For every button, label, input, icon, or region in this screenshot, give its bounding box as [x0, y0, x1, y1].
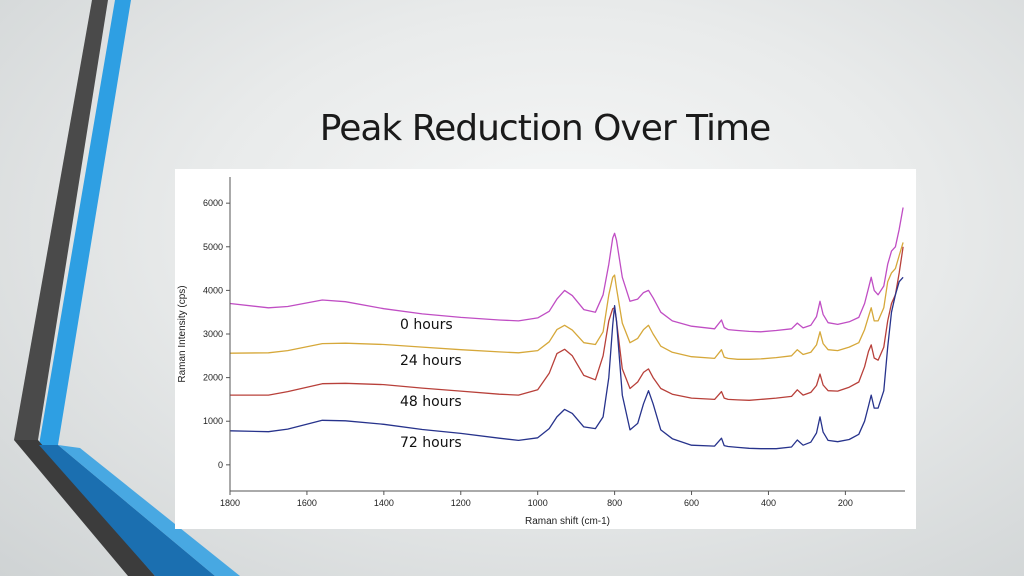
lower-blue-band [39, 445, 215, 576]
series-line-48-hours [230, 246, 904, 401]
x-tick-label-600: 600 [684, 498, 699, 508]
lower-dark-stripe [14, 440, 155, 576]
chart-container: 0 1000 2000 3000 4000 5000 6000 1800 1600 1400 120… [175, 169, 916, 529]
y-axis-label: Raman Intensity (cps) [177, 285, 188, 382]
y-tick-label-2000: 2000 [203, 373, 223, 383]
series-label-24-hours: 24 hours [400, 353, 462, 369]
series-line-72-hours [229, 276, 904, 450]
series-label-48-hours: 48 hours [400, 394, 462, 410]
x-axis-label: Raman shift (cm-1) [525, 516, 610, 527]
y-tick-label-4000: 4000 [203, 285, 223, 295]
y-tick-label-1000: 1000 [203, 416, 223, 426]
raman-chart: 0 1000 2000 3000 4000 5000 6000 1800 1600 1400 120… [177, 177, 905, 527]
series-label-72-hours: 72 hours [400, 435, 462, 451]
y-tick-label-6000: 6000 [203, 198, 223, 208]
tick-layer: 0 1000 2000 3000 4000 5000 6000 1800 1600 1400 120… [203, 198, 853, 508]
series-line-0-hours [229, 207, 904, 333]
lower-light-blue-band [58, 445, 240, 576]
series-label-0-hours: 0 hours [400, 317, 453, 333]
x-tick-label-1400: 1400 [374, 498, 394, 508]
slide-title: Peak Reduction Over Time [319, 108, 771, 149]
series-layer [229, 207, 904, 450]
y-tick-label-5000: 5000 [203, 242, 223, 252]
x-tick-label-200: 200 [838, 498, 853, 508]
series-label-layer: 0 hours 24 hours 48 hours 72 hours [400, 317, 462, 451]
y-tick-label-3000: 3000 [203, 329, 223, 339]
x-tick-label-400: 400 [761, 498, 776, 508]
x-tick-label-1800: 1800 [220, 498, 240, 508]
y-tick-label-0: 0 [218, 460, 223, 470]
series-line-24-hours [229, 242, 904, 360]
blue-stripe [39, 0, 131, 445]
x-tick-label-1000: 1000 [528, 498, 548, 508]
x-tick-label-1200: 1200 [451, 498, 471, 508]
x-tick-label-1600: 1600 [297, 498, 317, 508]
dark-stripe [14, 0, 108, 440]
x-tick-label-800: 800 [607, 498, 622, 508]
